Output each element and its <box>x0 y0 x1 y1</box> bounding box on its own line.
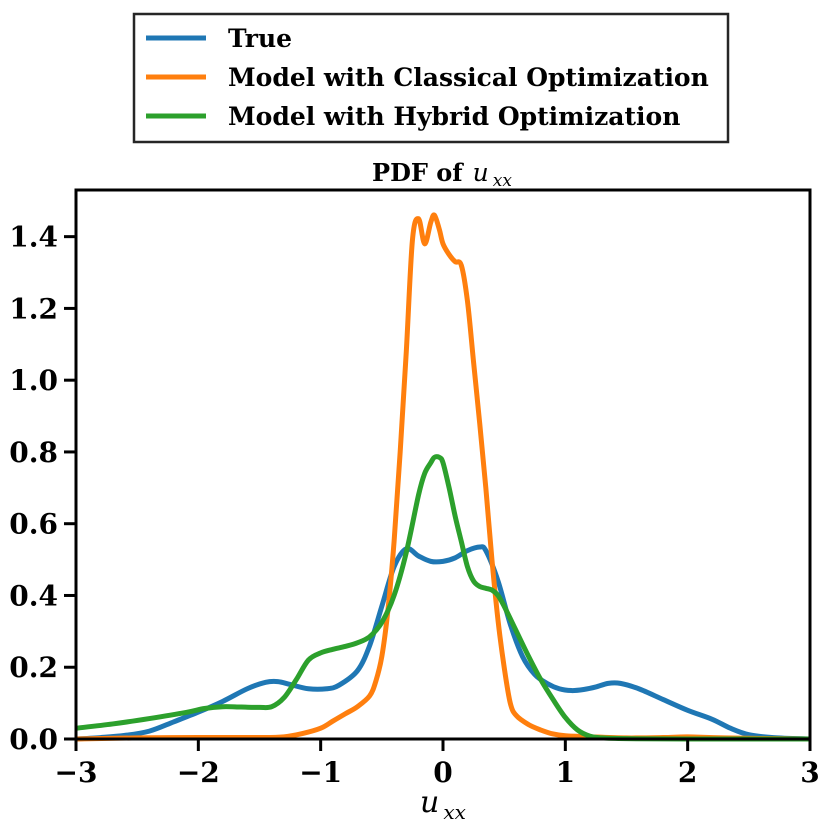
chart-title-var: u <box>473 158 489 187</box>
x-tick-label: 3 <box>800 756 819 789</box>
series-line-true <box>75 544 811 742</box>
y-tick-label: 1.4 <box>9 221 58 254</box>
x-tick-label: −1 <box>299 756 342 789</box>
y-tick-label: 0.8 <box>9 436 58 469</box>
x-axis-ticks: −3 −2 −1 0 1 2 3 <box>55 739 820 789</box>
y-tick-label: 0.2 <box>9 651 58 684</box>
y-tick-label: 0.0 <box>9 723 58 756</box>
x-axis-label: u xx <box>420 785 466 824</box>
series-line-classical <box>75 212 811 742</box>
chart-title-prefix: PDF of <box>372 158 464 187</box>
y-axis-ticks: 0.0 0.2 0.4 0.6 0.8 1.0 1.2 1.4 <box>9 221 76 756</box>
y-tick-label: 0.4 <box>9 579 58 612</box>
series-layer <box>75 212 811 742</box>
legend-label-classical: Model with Classical Optimization <box>228 63 709 92</box>
x-tick-label: 2 <box>678 756 697 789</box>
y-tick-label: 1.2 <box>9 292 58 325</box>
chart-title: PDF of u xx <box>372 158 512 191</box>
y-tick-label: 1.0 <box>9 364 58 397</box>
x-axis-label-var-sub: xx <box>443 800 466 824</box>
x-tick-label: 1 <box>556 756 575 789</box>
x-tick-label: −3 <box>55 756 98 789</box>
legend-frame <box>132 12 730 144</box>
y-tick-label: 0.6 <box>9 508 58 541</box>
series-line-hybrid <box>75 454 811 742</box>
legend-label-hybrid: Model with Hybrid Optimization <box>228 102 680 131</box>
legend-label-true: True <box>228 24 292 53</box>
x-axis-label-var: u <box>420 785 439 820</box>
legend: True Model with Classical Optimization M… <box>132 12 730 144</box>
x-tick-label: −2 <box>177 756 220 789</box>
chart-title-var-sub: xx <box>493 171 513 191</box>
x-tick-label: 0 <box>433 756 452 789</box>
